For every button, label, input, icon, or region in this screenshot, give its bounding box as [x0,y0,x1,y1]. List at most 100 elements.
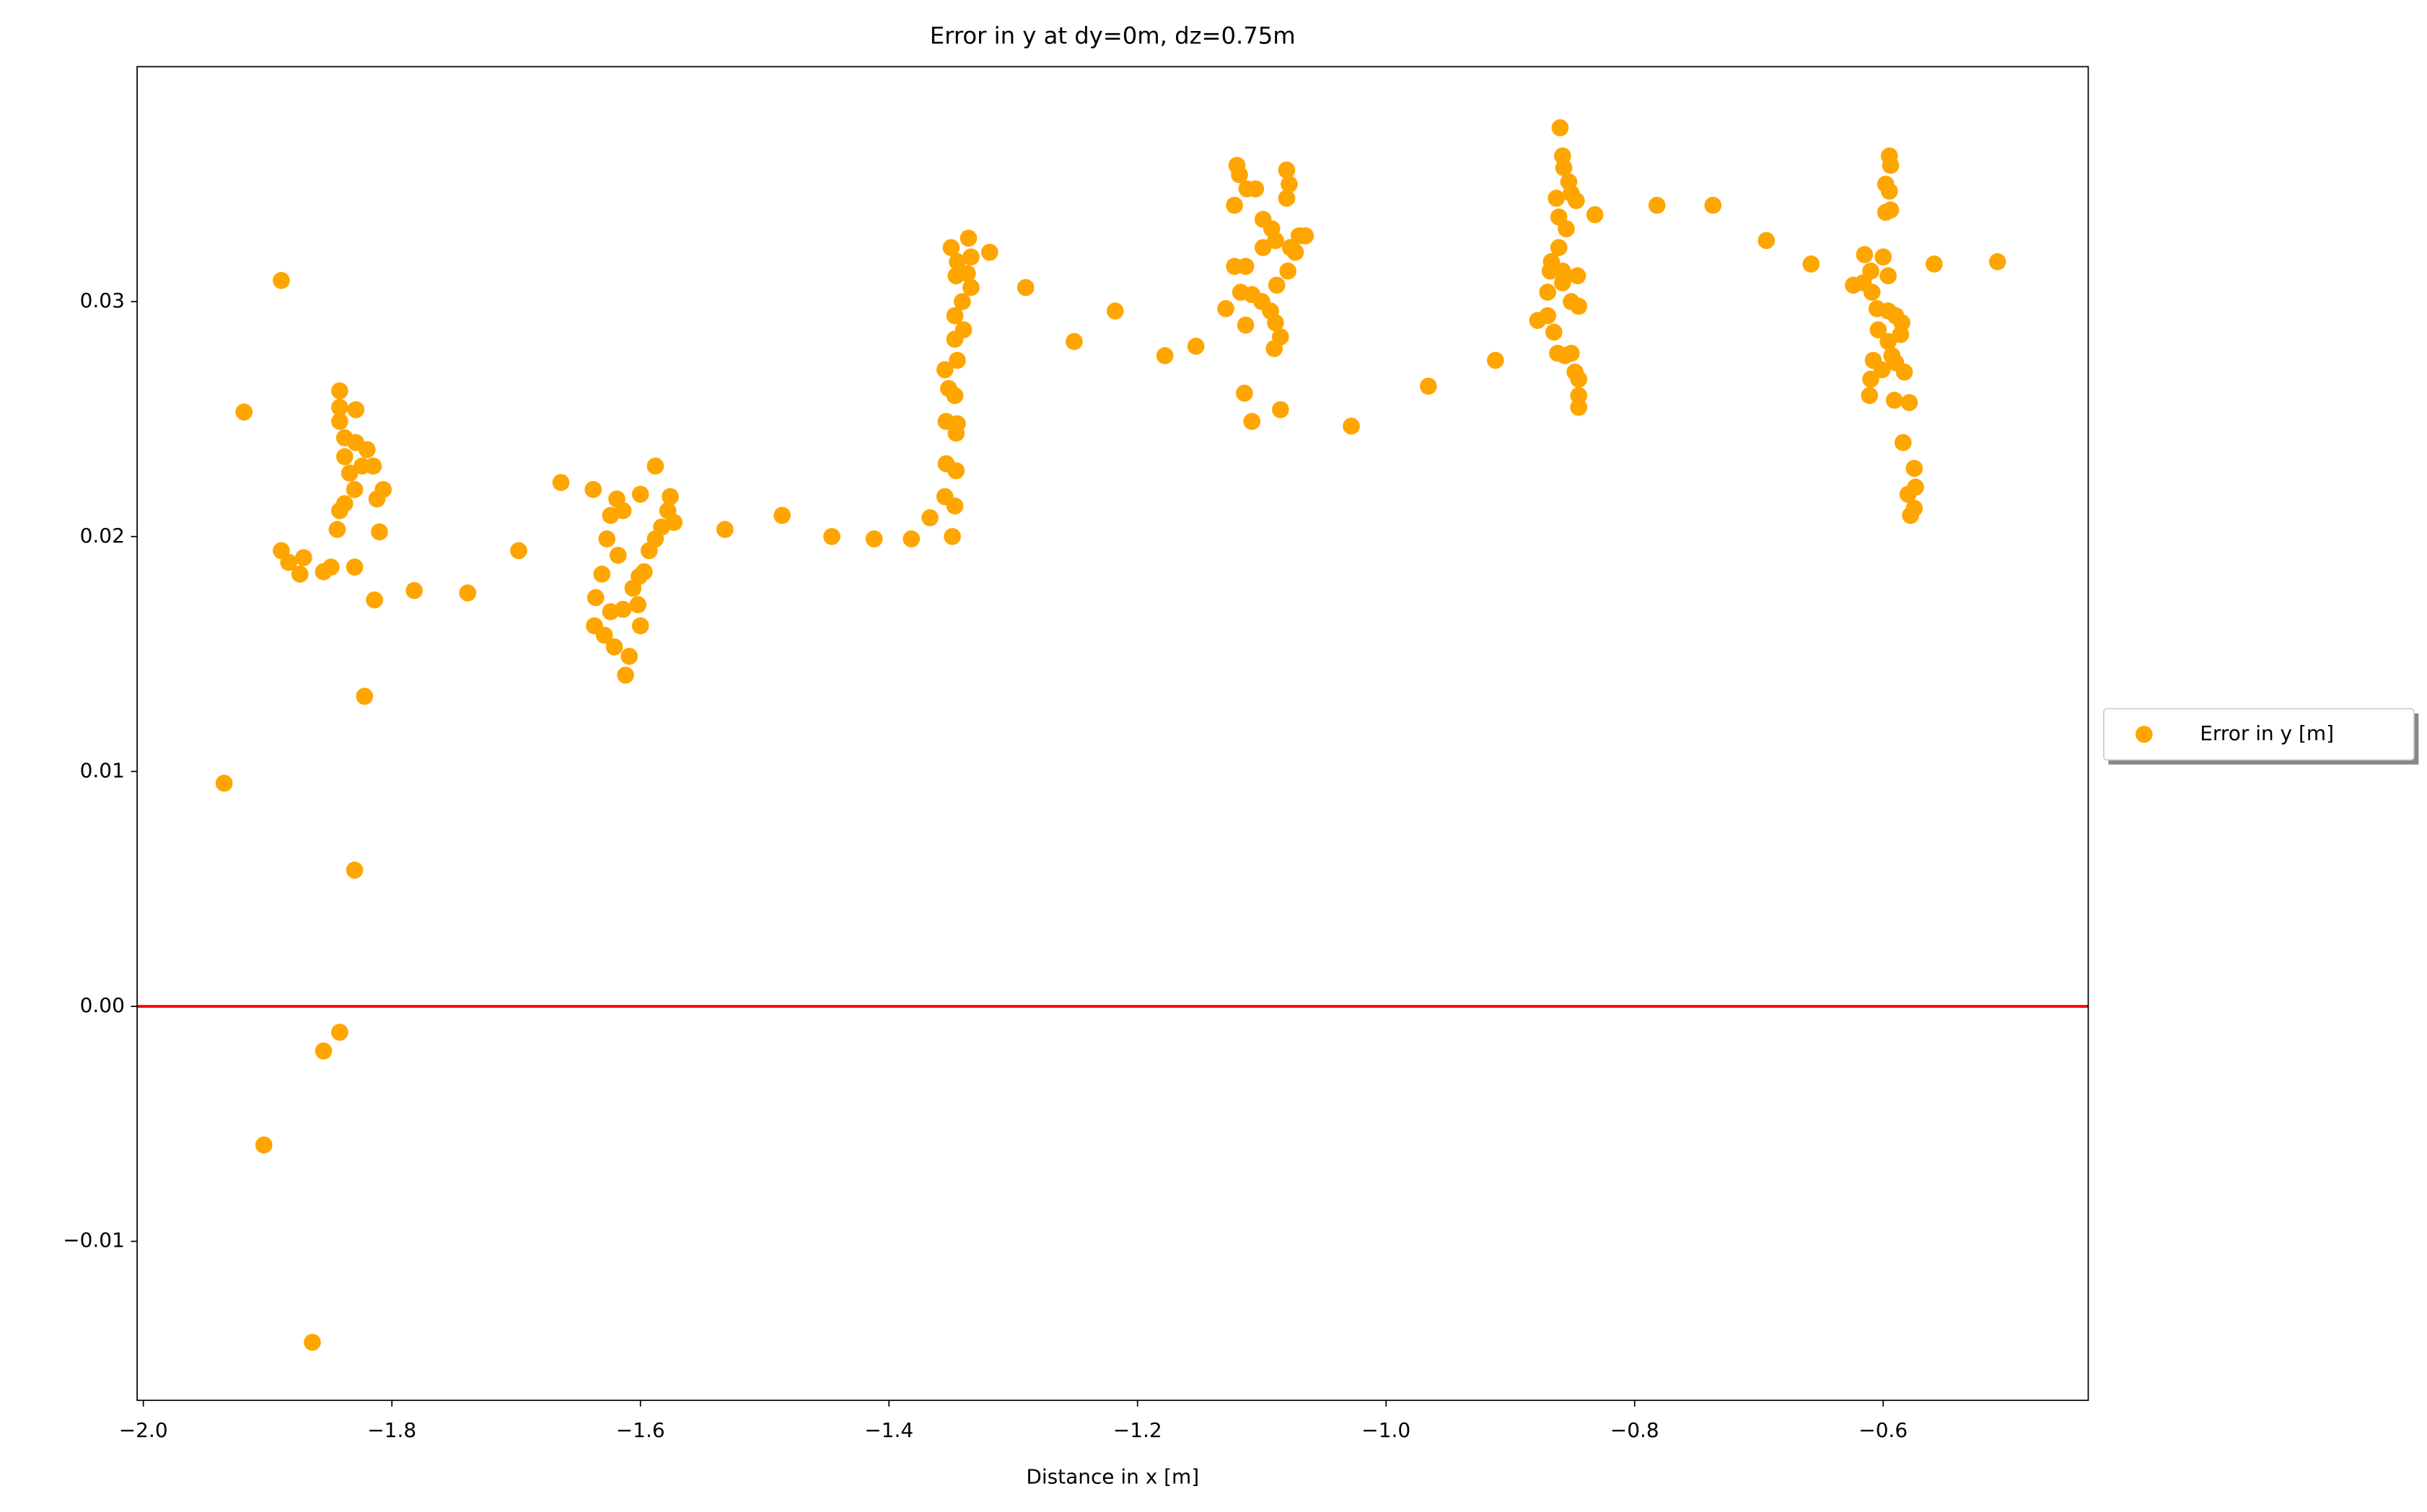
x-tick-label: −2.0 [119,1418,168,1442]
scatter-point [593,566,611,583]
scatter-point [1863,284,1881,301]
scatter-point [1899,485,1917,503]
scatter-point [331,398,348,416]
scatter-point [322,558,340,576]
scatter-point [1343,417,1360,435]
scatter-point [1545,323,1563,341]
scatter-point [598,530,616,548]
scatter-point [1570,297,1588,315]
scatter-point [552,474,570,491]
y-tick-label: −0.01 [63,1228,125,1252]
scatter-point [584,480,602,498]
scatter-point [1278,189,1296,207]
scatter-point [646,457,664,475]
scatter-point [629,596,647,614]
y-tick-label: 0.01 [80,758,125,782]
scatter-point [1156,347,1174,364]
legend-label: Error in y [m] [2200,721,2334,745]
scatter-point [1265,340,1283,358]
scatter-point [954,293,971,310]
scatter-point [617,667,634,684]
x-tick-label: −0.8 [1610,1418,1659,1442]
scatter-point [1271,401,1289,418]
x-tick-label: −1.6 [616,1418,665,1442]
scatter-point [331,1024,348,1041]
scatter-point [605,638,623,656]
scatter-point [1551,119,1569,136]
scatter-point [1926,255,1943,273]
scatter-point [1757,232,1776,250]
scatter-point [331,502,348,519]
scatter-point [940,379,957,397]
scatter-point [903,530,921,548]
scatter-point [1802,255,1820,273]
scatter-point [335,448,354,465]
scatter-point [1267,314,1284,332]
scatter-point [346,480,364,498]
scatter-point [331,382,348,400]
scatter-point [1254,239,1272,257]
x-tick-label: −1.8 [367,1418,416,1442]
scatter-point [1541,262,1559,280]
scatter-point [665,514,683,532]
scatter-point [347,401,365,418]
scatter-point [1106,302,1124,320]
y-tick-label: 0.03 [80,289,125,312]
scatter-point [947,267,965,285]
scatter-point [315,1042,333,1060]
scatter-point [346,558,364,576]
scatter-point [371,523,388,541]
scatter-point [949,252,966,271]
scatter-point [1226,196,1243,214]
scatter-point [1874,248,1892,266]
y-tick-label: 0.00 [80,993,125,1017]
scatter-point [510,542,527,560]
scatter-point [1268,276,1286,294]
scatter-point [1568,267,1586,285]
scatter-point [980,243,999,261]
scatter-point [1539,307,1556,325]
x-axis-label: Distance in x [m] [1026,1465,1199,1489]
x-tick-label: −1.2 [1113,1418,1162,1442]
scatter-point [662,488,679,506]
scatter-point [773,506,791,524]
scatter-point [1539,284,1556,301]
scatter-point [215,774,233,792]
scatter-point [1486,351,1504,369]
scatter-point [620,648,638,665]
scatter-point [1066,333,1083,351]
scatter-point [1879,333,1897,351]
scatter-point [1187,338,1205,355]
scatter-point [865,530,883,548]
scatter-point [595,626,613,644]
scatter-point [1267,232,1284,250]
x-tick-label: −1.0 [1361,1418,1410,1442]
scatter-point [949,351,966,369]
scatter-point [1247,180,1265,198]
scatter-point [1648,196,1666,214]
scatter-point [304,1333,321,1351]
scatter-point [358,441,376,459]
scatter-point [341,465,359,482]
scatter-point [1873,361,1891,379]
scatter-point [1567,192,1585,209]
scatter-point [405,581,423,599]
scatter-point [280,553,298,571]
scatter-point [1704,196,1722,214]
scatter-point [1554,274,1571,291]
scatter-point [1882,201,1900,219]
scatter-point [273,271,290,289]
y-tick-label: 0.02 [80,524,125,548]
scatter-point [1570,370,1588,388]
scatter-point [1879,267,1897,285]
scatter-point [962,248,980,266]
scatter-point [946,307,964,325]
scatter-point [1988,252,2006,271]
scatter-point [356,687,374,706]
scatter-point [1550,239,1568,257]
scatter-point [1419,377,1437,395]
scatter-point [1881,183,1898,200]
scatter-point [1286,243,1304,261]
scatter-point [1586,206,1604,224]
